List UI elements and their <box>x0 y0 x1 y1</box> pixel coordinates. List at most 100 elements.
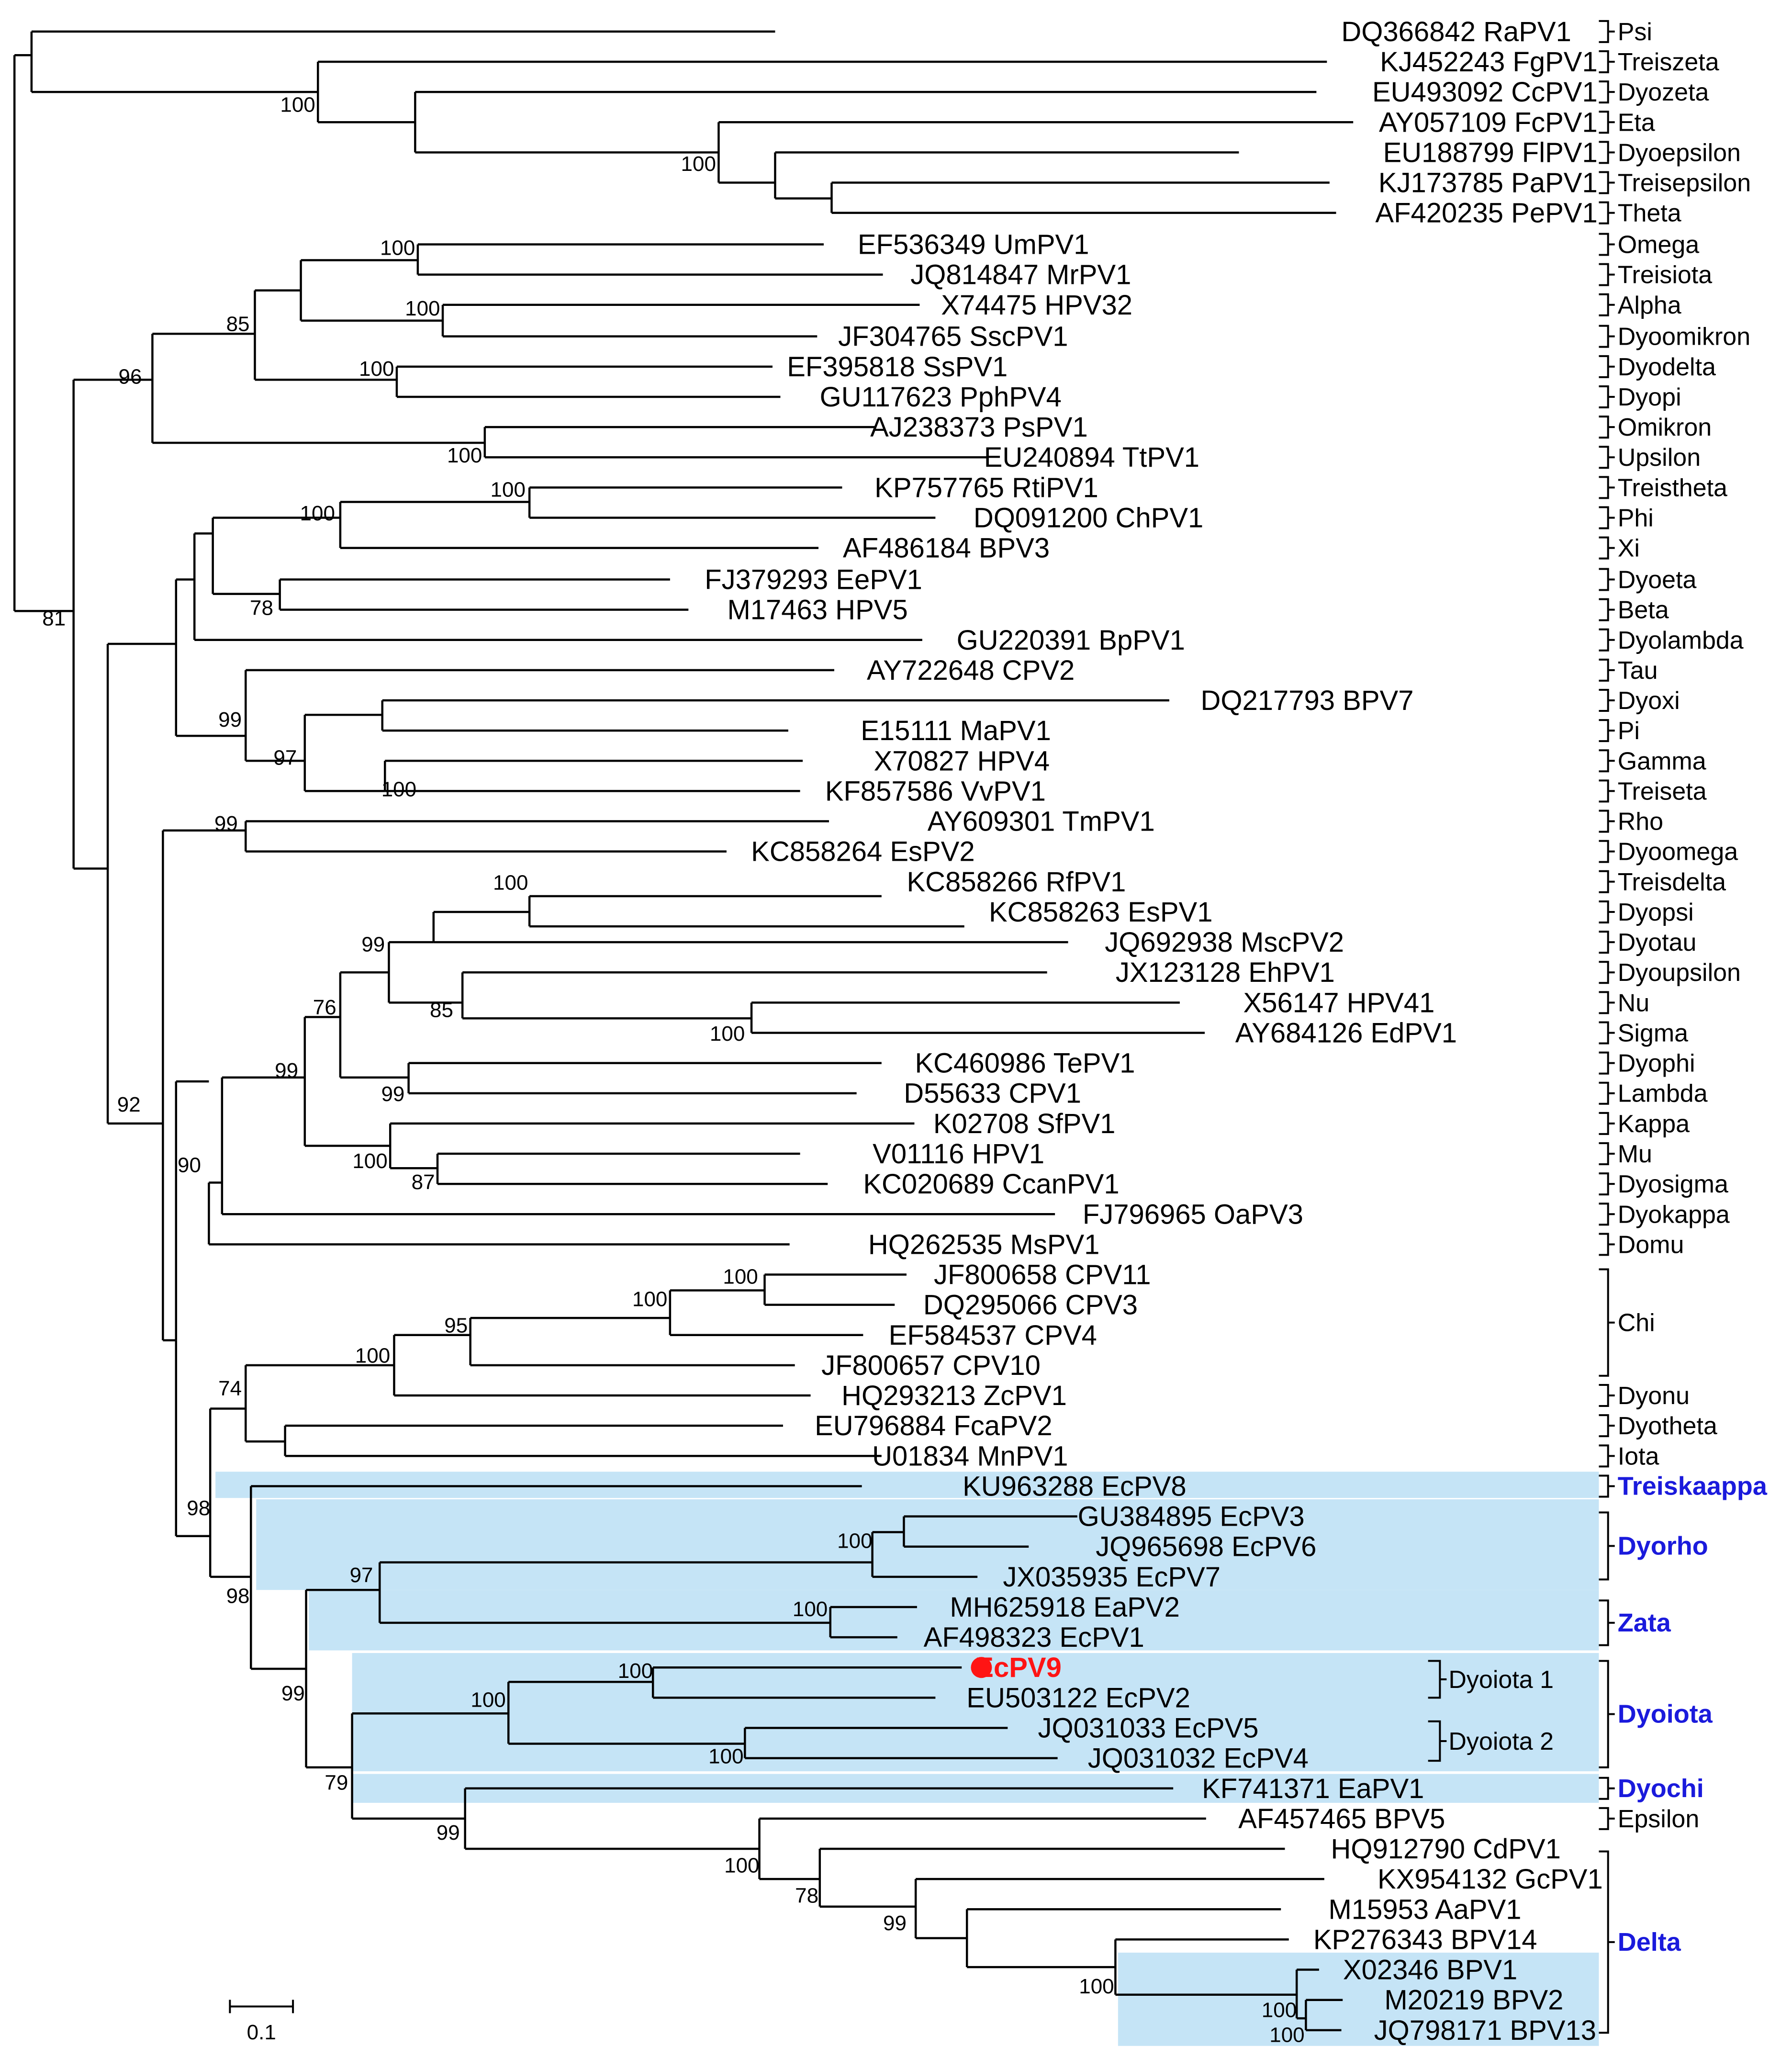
genus-treiskaappa: Treiskaappa <box>1599 1472 1768 1500</box>
taxon-label-dq366842-rapv1: DQ366842 RaPV1 <box>1341 16 1571 47</box>
bootstrap-value: 100 <box>381 777 416 801</box>
scale-bar-line <box>229 2000 294 2013</box>
genus-label: Dyoupsilon <box>1618 959 1741 987</box>
genus-beta: Beta <box>1599 596 1669 624</box>
genus-dyoupsilon: Dyoupsilon <box>1599 959 1741 987</box>
genus-bracket <box>1599 719 1615 742</box>
taxon-label-ay057109-fcpv1: AY057109 FcPV1 <box>1379 107 1598 138</box>
taxon-label-e15111-mapv1: E15111 MaPV1 <box>861 715 1051 746</box>
bootstrap-value: 100 <box>837 1529 872 1552</box>
genus-dyoiota: Dyoiota <box>1599 1660 1713 1768</box>
genus-bracket <box>1599 1444 1615 1468</box>
taxon-label-af498323-ecpv1: AF498323 EcPV1 <box>924 1622 1144 1653</box>
genus-bracket <box>1599 141 1615 164</box>
bootstrap-value: 100 <box>1262 1998 1297 2022</box>
genus-label: Mu <box>1618 1140 1652 1168</box>
highlight-box <box>215 1472 1599 1498</box>
taxon-label-kc858266-rfpv1: KC858266 RfPV1 <box>907 866 1126 898</box>
genus-bracket <box>1599 1414 1615 1438</box>
taxon-label-jx123128-ehpv1: JX123128 EhPV1 <box>1116 957 1335 988</box>
taxon-label-m15953-aapv1: M15953 AaPV1 <box>1328 1894 1521 1925</box>
taxon-label-jx035935-ecpv7: JX035935 EcPV7 <box>1003 1562 1221 1593</box>
bootstrap-value: 100 <box>380 236 415 260</box>
bootstrap-value: 100 <box>280 93 315 116</box>
genus-bracket <box>1599 506 1615 529</box>
genus-label: Phi <box>1618 504 1654 532</box>
genus-nu: Nu <box>1599 989 1649 1017</box>
subgroup-label: Dyoiota 2 <box>1448 1728 1554 1755</box>
genus-bracket <box>1599 1777 1615 1800</box>
genus-label: Delta <box>1618 1928 1681 1957</box>
genus-label: Dyozeta <box>1618 79 1709 106</box>
genus-bracket <box>1599 201 1615 225</box>
taxon-label-jq031033-ecpv5: JQ031033 EcPV5 <box>1038 1713 1258 1744</box>
genus-dyophi: Dyophi <box>1599 1050 1695 1078</box>
genus-label: Dyoxi <box>1618 687 1680 715</box>
genus-bracket <box>1599 111 1615 134</box>
genus-dyosigma: Dyosigma <box>1599 1170 1728 1198</box>
genus-dyoomikron: Dyoomikron <box>1599 323 1750 351</box>
tree-branches <box>13 30 1354 2032</box>
taxon-label-kj173785-papv1: KJ173785 PaPV1 <box>1378 168 1598 199</box>
genus-label: Rho <box>1618 808 1663 836</box>
taxon-label-fj379293-eepv1: FJ379293 EePV1 <box>705 564 922 595</box>
genus-bracket <box>1599 658 1615 682</box>
taxon-label-u01834-mnpv1: U01834 MnPV1 <box>872 1440 1068 1472</box>
genus-label: Kappa <box>1618 1110 1690 1138</box>
genus-label: Sigma <box>1618 1019 1688 1047</box>
genus-label: Omega <box>1618 231 1700 259</box>
taxon-label-m17463-hpv5: M17463 HPV5 <box>727 595 907 626</box>
genus-bracket <box>1599 416 1615 439</box>
taxon-label-af457465-bpv5: AF457465 BPV5 <box>1238 1803 1445 1834</box>
genus-mu: Mu <box>1599 1140 1652 1168</box>
genus-alpha: Alpha <box>1599 292 1681 319</box>
bootstrap-value: 100 <box>1269 2024 1304 2047</box>
taxon-label-m20219-bpv2: M20219 BPV2 <box>1384 1985 1563 2016</box>
genus-rho: Rho <box>1599 808 1663 836</box>
taxon-label-kx954132-gcpv1: KX954132 GcPV1 <box>1378 1864 1603 1895</box>
genus-bracket <box>1599 1142 1615 1165</box>
genus-dyoomega: Dyoomega <box>1599 838 1738 866</box>
genus-bracket <box>1599 931 1615 954</box>
genus-treisiota: Treisiota <box>1599 261 1713 289</box>
genus-bracket <box>1599 476 1615 499</box>
bootstrap-value: 78 <box>795 1884 818 1908</box>
highlight-box <box>256 1499 1599 1590</box>
genus-delta: Delta <box>1599 1850 1681 2034</box>
genus-upsilon: Upsilon <box>1599 444 1701 472</box>
genus-label: Dyoomikron <box>1618 323 1750 351</box>
genus-label: Beta <box>1618 596 1669 624</box>
genus-bracket <box>1599 810 1615 833</box>
bootstrap-value: 99 <box>437 1821 460 1844</box>
taxon-label-jq798171-bpv13: JQ798171 BPV13 <box>1374 2015 1596 2046</box>
genus-bracket <box>1599 325 1615 348</box>
bootstrap-value: 100 <box>447 444 482 467</box>
genus-label: Dyoepsilon <box>1618 139 1741 167</box>
genus-label: Dyosigma <box>1618 1170 1728 1198</box>
genus-psi: Psi <box>1599 18 1652 46</box>
taxon-label-af486184-bpv3: AF486184 BPV3 <box>843 533 1050 564</box>
genus-label: Dyorho <box>1618 1531 1708 1560</box>
subgroup-bracket <box>1428 1660 1447 1699</box>
genus-label: Theta <box>1618 200 1681 227</box>
bootstrap-value: 98 <box>187 1496 210 1520</box>
genus-gamma: Gamma <box>1599 747 1706 775</box>
taxon-label-gu117623-pphpv4: GU117623 PphPV4 <box>820 382 1062 413</box>
genus-dyonu: Dyonu <box>1599 1382 1690 1410</box>
genus-bracket <box>1599 689 1615 712</box>
taxon-label-fj796965-oapv3: FJ796965 OaPV3 <box>1083 1199 1303 1230</box>
genus-bracket <box>1599 80 1615 104</box>
bootstrap-value: 100 <box>708 1745 743 1768</box>
genus-tau: Tau <box>1599 657 1658 685</box>
genus-label: Eta <box>1618 109 1655 136</box>
genus-label: Treisiota <box>1618 261 1713 289</box>
bootstrap-value: 76 <box>313 996 336 1019</box>
bootstrap-value: 100 <box>710 1022 745 1046</box>
taxon-label-af420235-pepv1: AF420235 PePV1 <box>1375 198 1597 229</box>
genus-label: Dyotheta <box>1618 1412 1717 1440</box>
taxon-label-hq912790-cdpv1: HQ912790 CdPV1 <box>1331 1833 1560 1865</box>
genus-omega: Omega <box>1599 231 1700 259</box>
bootstrap-value: 100 <box>352 1149 387 1173</box>
bootstrap-values: 1001001008596100100100100781008199971009… <box>42 93 1304 2047</box>
